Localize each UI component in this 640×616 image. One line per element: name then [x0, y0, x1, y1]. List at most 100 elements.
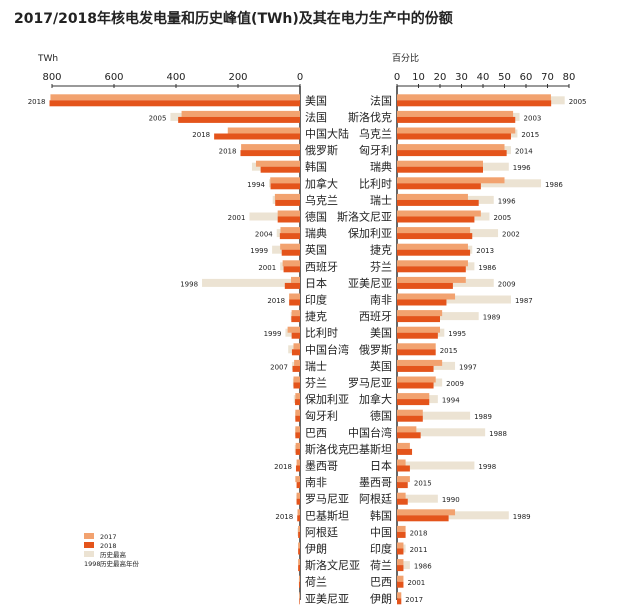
right-country-label: 匈牙利: [359, 143, 392, 157]
left-bar-2018: [178, 116, 300, 123]
left-row: 美国 2018: [28, 94, 327, 107]
right-country-label: 瑞士: [370, 193, 392, 207]
left-row: 西班牙 2001: [258, 260, 338, 273]
left-bar-2018: [295, 448, 300, 455]
right-country-label: 斯洛文尼亚: [337, 210, 392, 224]
right-tick-label: 20: [434, 72, 447, 83]
left-bar-2017: [296, 492, 300, 499]
left-bar-2018: [283, 266, 300, 273]
legend-label: 历史最高年份: [100, 559, 140, 568]
right-bar-2017: [397, 210, 481, 217]
right-row: 俄罗斯 2015: [359, 343, 458, 356]
right-country-label: 日本: [370, 459, 392, 473]
right-row: 墨西哥 2015: [359, 476, 432, 489]
left-bar-2017: [296, 459, 300, 466]
left-peak-year-label: 2007: [270, 363, 288, 371]
legend-label: 2018: [100, 542, 117, 550]
left-country-label: 匈牙利: [305, 409, 338, 423]
right-country-label: 中国台湾: [348, 425, 392, 439]
left-country-label: 印度: [305, 293, 327, 307]
right-bar-2017: [397, 293, 456, 300]
left-country-label: 墨西哥: [305, 460, 338, 473]
right-bar-2018: [397, 581, 404, 588]
right-peak-year-label: 2009: [446, 380, 464, 388]
right-row: 德国 1989: [370, 409, 492, 423]
left-row: 巴基斯坦 2018: [275, 508, 349, 522]
left-bar-2018: [240, 150, 300, 157]
left-country-label: 加拿大: [305, 176, 338, 190]
right-bar-2017: [397, 442, 410, 449]
right-bar-2018: [397, 365, 434, 372]
right-row: 瑞士 1996: [370, 193, 516, 207]
left-bar-2018: [214, 133, 300, 140]
legend-item: 2018: [84, 542, 117, 550]
left-bar-2018: [296, 482, 300, 489]
left-row: 韩国: [251, 160, 327, 174]
left-peak-year-label: 2001: [258, 264, 276, 272]
right-bar-2018: [397, 233, 473, 240]
left-row: 乌克兰: [272, 193, 338, 207]
right-row: 罗马尼亚 2009: [348, 376, 464, 390]
right-country-label: 西班牙: [359, 310, 392, 323]
left-bar-2017: [270, 177, 300, 184]
left-bar-2017: [280, 227, 300, 234]
right-bar-2018: [397, 349, 436, 356]
left-peak-year-label: 1994: [247, 181, 265, 189]
left-row: 匈牙利: [295, 409, 338, 423]
page-title: 2017/2018年核电发电量和历史峰值(TWh)及其在电力生产中的份额: [14, 11, 453, 27]
right-bar-2018: [397, 531, 406, 538]
left-bar-2017: [293, 376, 300, 383]
left-bar-2018: [297, 515, 300, 522]
left-row: 斯洛文尼亚: [298, 558, 360, 572]
left-bar-2017: [274, 193, 300, 200]
right-bar-2017: [397, 127, 516, 134]
right-bar-2018: [397, 150, 507, 157]
right-row: 巴西 2001: [370, 575, 425, 589]
left-bar-2017: [50, 94, 301, 101]
left-row: 罗马尼亚: [296, 492, 349, 506]
right-bar-2018: [397, 382, 434, 389]
left-country-label: 保加利亚: [305, 392, 349, 406]
right-bar-2018: [397, 183, 481, 190]
right-bar-2018: [397, 482, 408, 489]
right-country-label: 美国: [370, 327, 392, 340]
left-country-label: 中国大陆: [305, 127, 349, 141]
right-bar-2018: [397, 100, 552, 107]
right-row: 韩国 1989: [370, 508, 531, 522]
right-country-label: 俄罗斯: [359, 343, 392, 356]
right-peak-year-label: 2002: [502, 231, 520, 239]
left-bar-2018: [260, 166, 300, 173]
left-bar-2018: [275, 199, 300, 206]
right-bar-2017: [397, 243, 468, 250]
left-bar-2017: [181, 110, 300, 117]
right-bar-2017: [397, 110, 514, 117]
left-row: 瑞典 2004: [255, 226, 327, 240]
right-tick-label: 0: [394, 72, 400, 83]
right-bar-2017: [397, 426, 417, 433]
left-bar-2017: [295, 393, 300, 400]
right-peak-year-label: 1986: [414, 563, 432, 571]
right-peak-year-label: 2005: [493, 214, 511, 222]
left-bar-2018: [295, 465, 300, 472]
right-bar-2018: [397, 448, 413, 455]
left-bar-2017: [298, 542, 300, 549]
right-tick-label: 10: [412, 72, 425, 83]
right-bar-2017: [397, 592, 402, 599]
right-bar-2018: [397, 565, 404, 572]
right-tick-label: 30: [455, 72, 468, 83]
left-country-label: 巴基斯坦: [305, 508, 349, 522]
left-chart-twh: TWh 800 600 400 200 0美国 2018 法国 2005 中国大陆 2018 俄罗斯 2…: [28, 54, 360, 605]
right-country-label: 保加利亚: [348, 226, 392, 240]
right-peak-year-label: 1987: [515, 297, 533, 305]
legend-item: 2017: [84, 533, 117, 541]
left-bar-2017: [295, 426, 300, 433]
left-row: 中国台湾: [288, 342, 349, 356]
right-country-label: 乌克兰: [359, 127, 392, 141]
right-peak-year-label: 2013: [476, 247, 494, 255]
left-row: 保加利亚: [293, 392, 349, 406]
left-peak-bar: [249, 212, 300, 221]
right-bar-2017: [397, 409, 423, 416]
left-bar-2018: [292, 365, 300, 372]
left-country-label: 比利时: [305, 327, 338, 340]
